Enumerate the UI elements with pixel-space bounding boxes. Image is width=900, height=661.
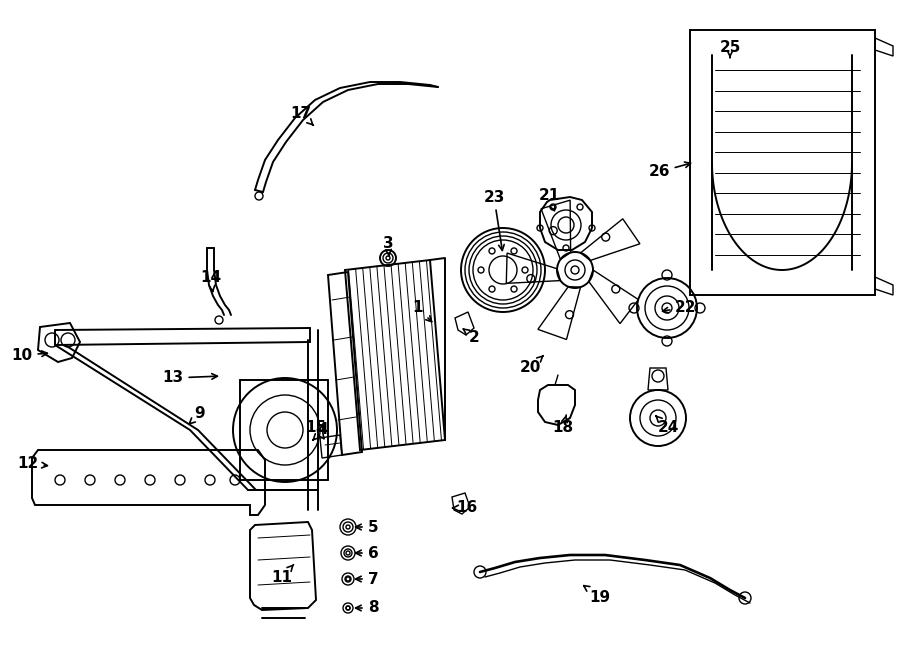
Text: 25: 25 <box>719 40 741 58</box>
Text: 11: 11 <box>272 564 293 584</box>
Text: 20: 20 <box>519 356 544 375</box>
Text: 2: 2 <box>464 329 480 344</box>
Text: 1: 1 <box>413 301 432 322</box>
Text: 24: 24 <box>655 416 679 436</box>
Text: 8: 8 <box>356 600 378 615</box>
Text: 9: 9 <box>189 407 205 424</box>
Text: 26: 26 <box>648 162 690 180</box>
Text: 17: 17 <box>291 106 313 126</box>
Text: 14: 14 <box>201 270 221 292</box>
Text: 22: 22 <box>662 299 697 315</box>
Text: 15: 15 <box>305 420 327 439</box>
Text: 3: 3 <box>382 235 393 256</box>
Text: 16: 16 <box>453 500 478 516</box>
Text: 21: 21 <box>538 188 560 211</box>
Text: 7: 7 <box>356 572 378 586</box>
Text: 6: 6 <box>356 545 378 561</box>
Text: 12: 12 <box>17 457 48 471</box>
Text: 23: 23 <box>483 190 505 251</box>
Text: 13: 13 <box>162 371 218 385</box>
Text: 19: 19 <box>584 586 610 605</box>
Text: 18: 18 <box>553 415 573 436</box>
Text: 4: 4 <box>313 422 328 440</box>
Text: 10: 10 <box>12 348 48 362</box>
Text: 5: 5 <box>356 520 378 535</box>
